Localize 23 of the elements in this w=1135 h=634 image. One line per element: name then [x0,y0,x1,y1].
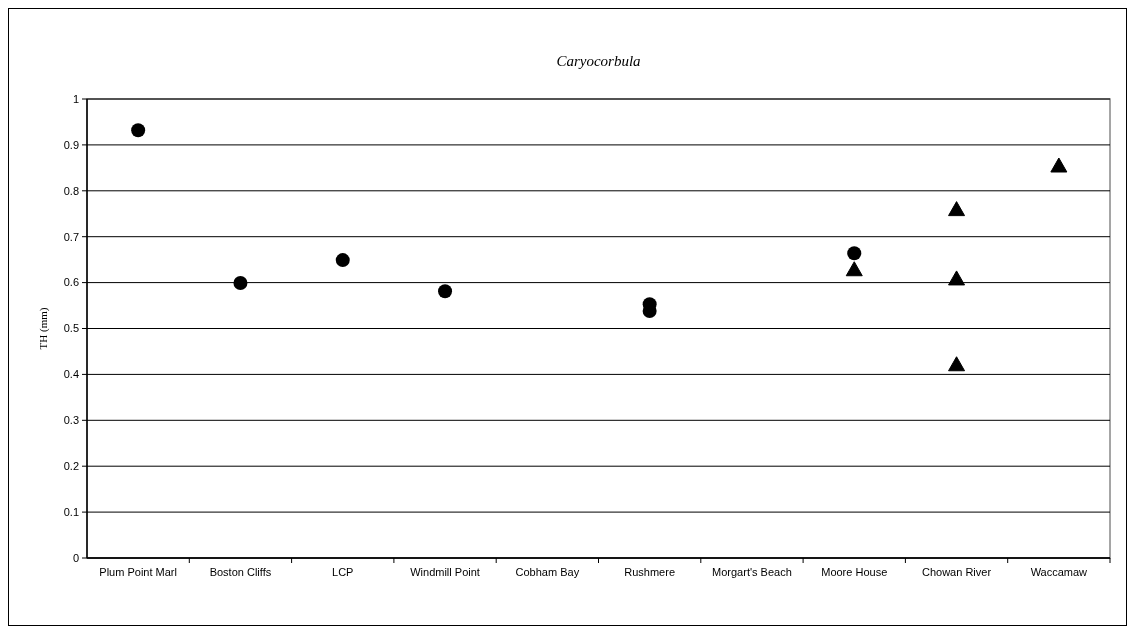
y-tick-label: 0.4 [63,368,79,381]
y-tick-label: 0.1 [63,505,79,518]
x-tick-label: Boston Cliffs [209,566,272,578]
y-tick-label: 0 [72,551,79,564]
x-tick-label: Chowan River [922,566,992,578]
y-tick-label: 0.9 [63,138,79,151]
x-tick-label: Morgart's Beach [712,566,792,578]
chart-title: Caryocorbula [556,53,641,69]
x-tick-label: Rushmere [624,566,676,578]
y-axis-title: TH (mm) [37,307,50,350]
x-tick-label: Waccamaw [1030,566,1088,578]
y-tick-label: 0.7 [63,230,79,243]
x-tick-label: Cobham Bay [515,566,580,578]
x-tick-label: LCP [332,566,354,578]
y-tick-label: 0.5 [63,322,79,335]
y-tick-label: 0.3 [63,414,79,427]
y-tick-label: 0.2 [63,460,79,473]
y-tick-label: 0.8 [63,184,79,197]
x-tick-label: Windmill Point [410,566,480,578]
x-tick-label: Plum Point Marl [99,566,177,578]
x-tick-label: Moore House [821,566,888,578]
y-tick-label: 1 [72,92,79,105]
y-tick-label: 0.6 [63,276,79,289]
